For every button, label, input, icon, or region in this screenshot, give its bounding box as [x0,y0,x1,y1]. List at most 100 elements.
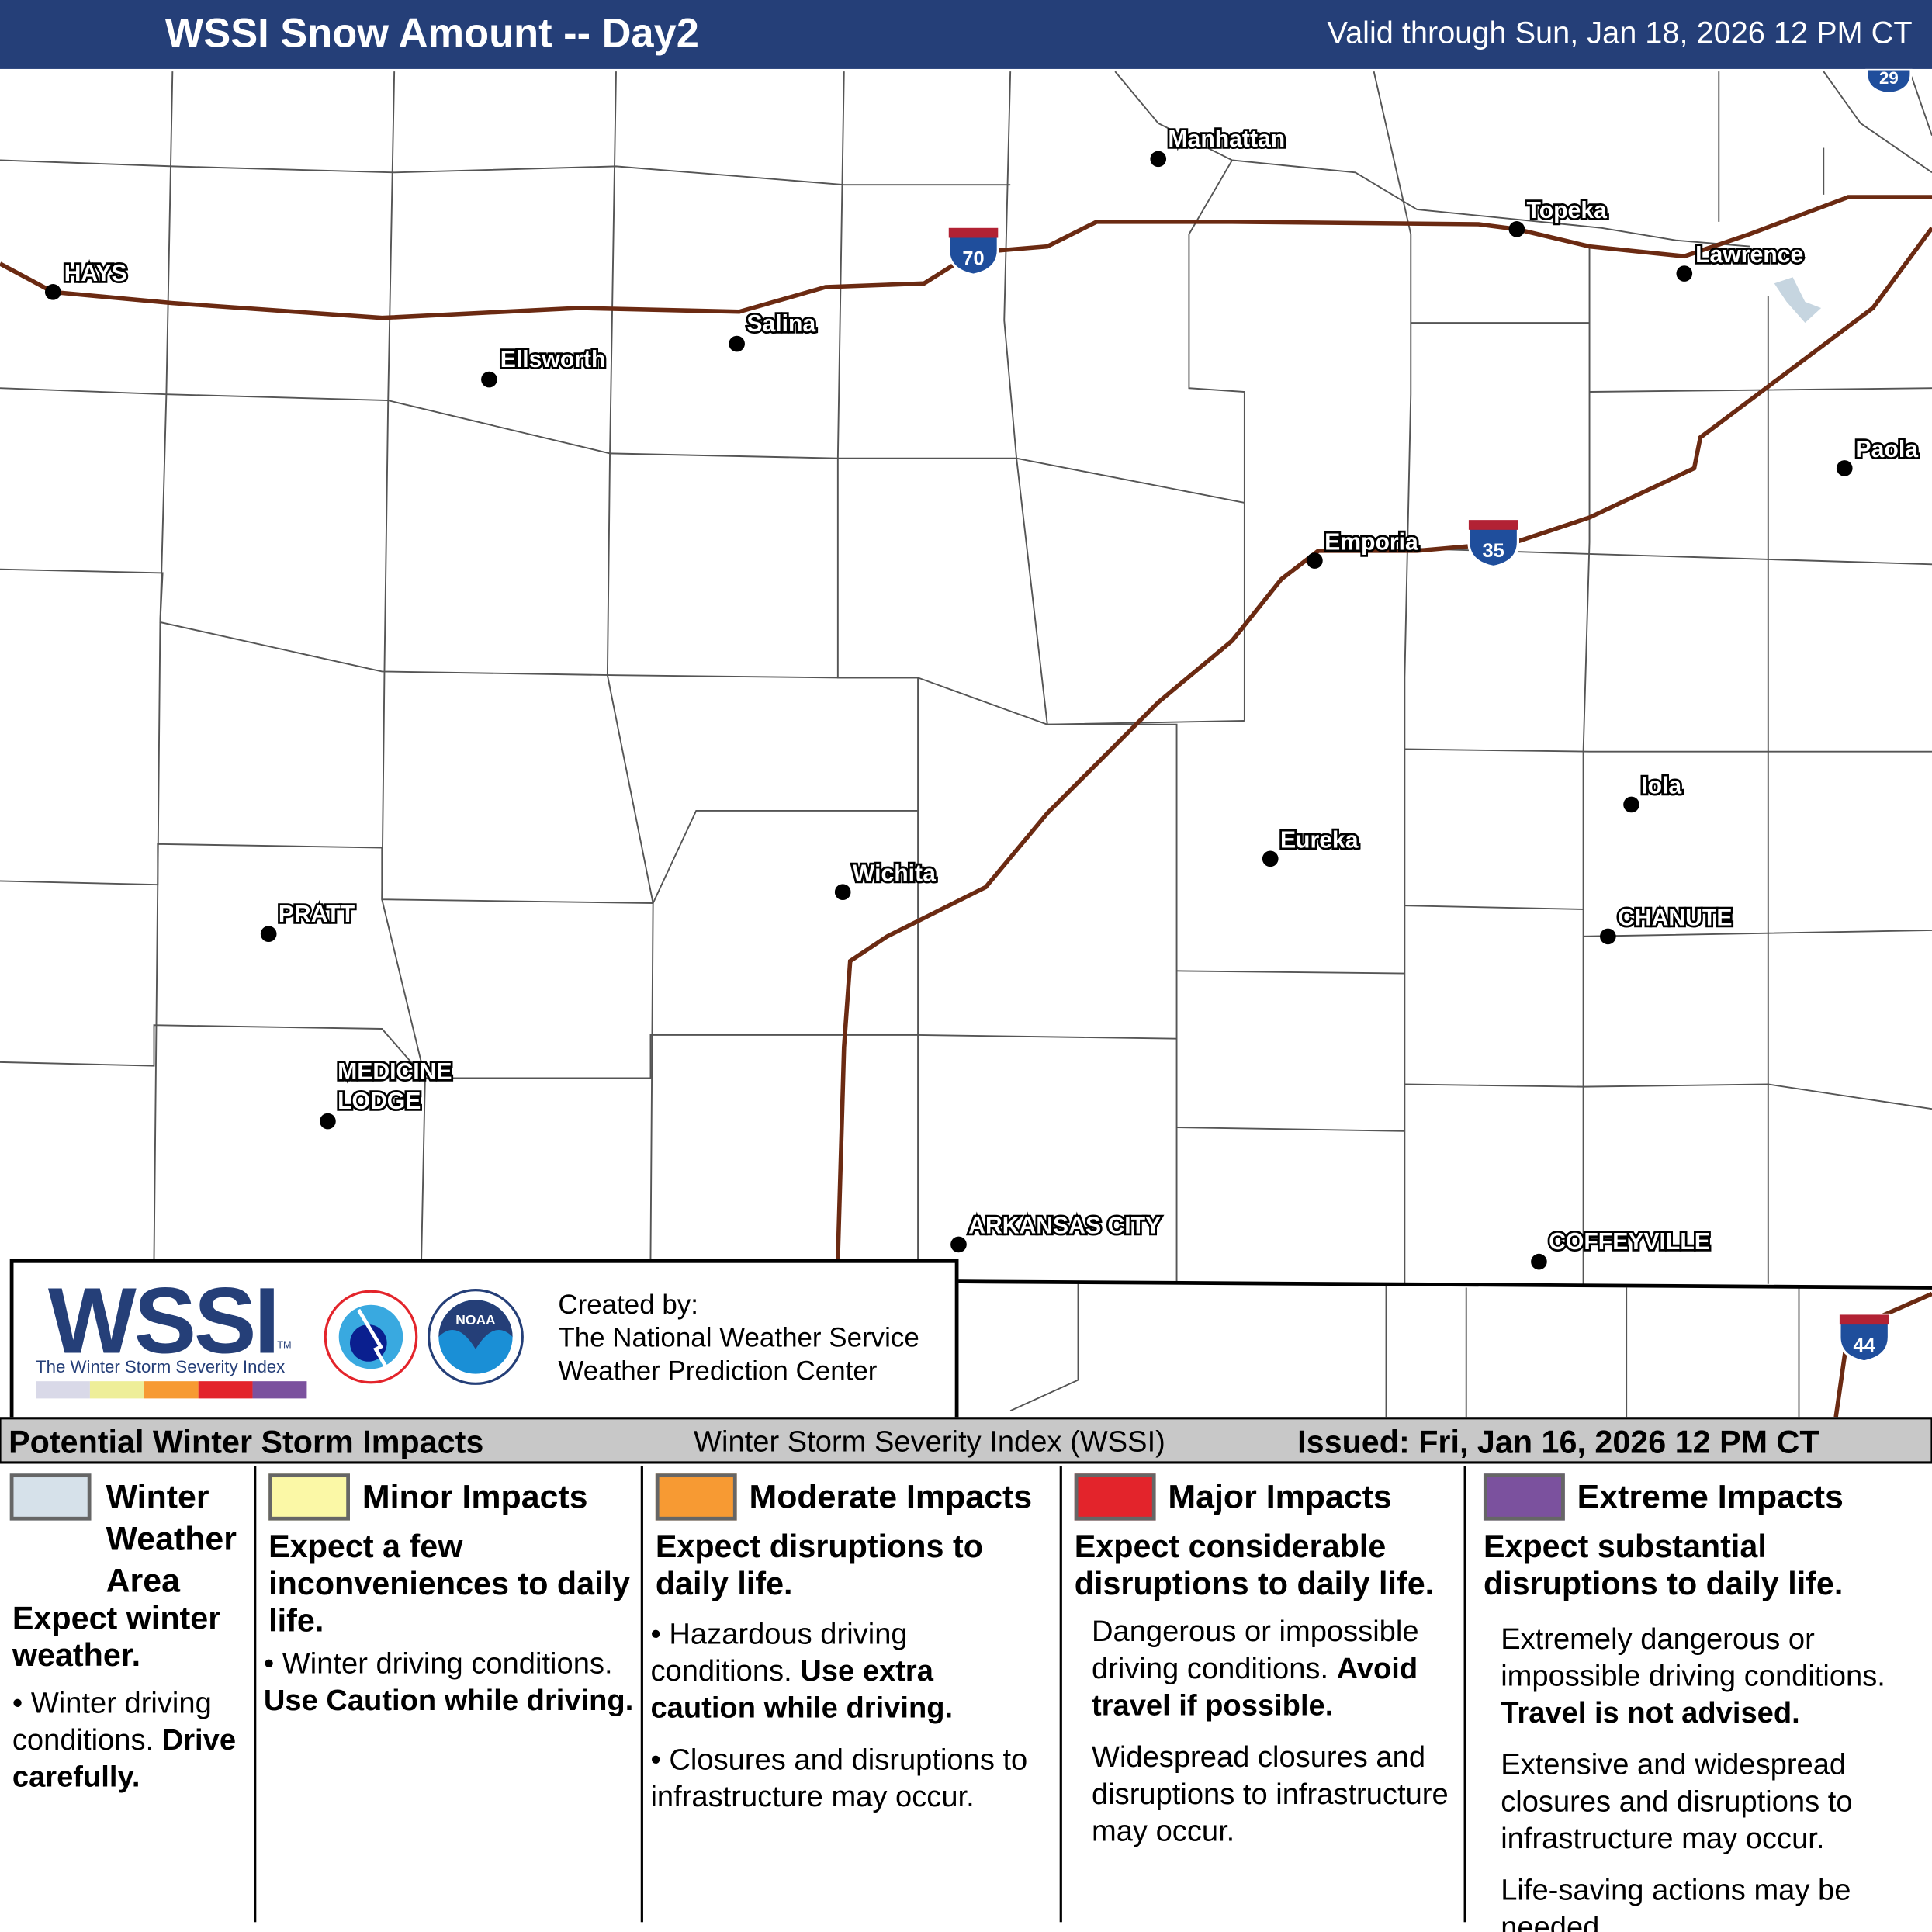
agency-logos: NOAA [324,1289,524,1385]
city-label: LODGE [338,1089,421,1114]
header-bar: WSSI Snow Amount -- Day2 Valid through S… [0,0,1932,69]
legend-bold: Drive carefully. [12,1723,237,1795]
city-label: Eureka [1280,828,1359,853]
noaa-logo-icon: NOAA [428,1289,524,1385]
interstate-35 [836,227,1932,1260]
legend-body: Hazardous driving conditions. [650,1618,908,1688]
shields: 70 35 29 44 [947,68,1913,1363]
city-marker [44,284,61,300]
shield-70-icon: 70 [947,227,999,276]
valid-time: Valid through Sun, Jan 18, 2026 12 PM CT [1327,16,1913,51]
city-marker [320,1113,336,1130]
city-marker [1600,928,1616,945]
city-label: Salina [746,311,815,337]
legend-category-name: Minor Impacts [362,1478,588,1516]
legend-swatch [1074,1473,1156,1521]
cities: HAYS Ellsworth Salina Manhattan Topeka Lawren… [44,124,1920,1270]
legend-lead: Expect substantial disruptions to daily … [1483,1528,1844,1602]
legend-extra2: Life-saving actions may be needed. [1501,1874,1851,1932]
city-marker [1836,460,1853,476]
city-label: Wichita [853,860,936,886]
legend-swatch [9,1473,92,1521]
city-marker [1531,1253,1547,1270]
legend-lead: Expect considerable disruptions to daily… [1074,1528,1435,1602]
legend-body: Winter driving conditions. [12,1686,212,1757]
legend-swatch [268,1473,350,1521]
svg-text:44: 44 [1854,1335,1875,1356]
legend-header: Potential Winter Storm Impacts Winter St… [0,1417,1932,1464]
city-label: Manhattan [1168,126,1285,152]
map-title: WSSI Snow Amount -- Day2 [164,9,699,56]
city-label: ARKANSAS CITY [968,1214,1161,1239]
lake [1774,277,1822,324]
svg-text:29: 29 [1879,69,1899,88]
legend-lead: Expect disruptions to daily life. [655,1528,983,1602]
legend-body: Dangerous or impossible driving conditio… [1091,1615,1419,1686]
interstate-70 [0,195,1932,320]
city-marker [1150,151,1167,168]
city-marker [1623,796,1639,813]
city-marker [1307,552,1323,569]
city-marker [834,884,851,901]
legend-body: Extremely dangerous or impossible drivin… [1501,1622,1885,1693]
color-swatch [252,1381,307,1399]
creator-wpc: Weather Prediction Center [558,1355,878,1387]
wssi-subtitle: The Winter Storm Severity Index [36,1356,286,1376]
city-label: Iola [1641,774,1681,799]
city-marker [950,1236,967,1253]
logo-box: WSSI TM The Winter Storm Severity Index … [9,1259,959,1422]
legend-bold: Use extra caution while driving. [650,1654,954,1726]
nws-logo-icon [324,1290,418,1384]
county-lines [0,71,1932,1418]
city-marker [1676,265,1693,282]
color-swatch [36,1381,90,1399]
legend-winter-weather-area: Winter Weather Area Expect winter weathe… [0,1466,257,1923]
creator-nws: The National Weather Service [558,1321,919,1353]
city-label: CHANUTE [1618,905,1732,931]
color-swatch [144,1381,199,1399]
legend-swatch [655,1473,737,1521]
svg-text:NOAA: NOAA [455,1312,496,1328]
created-by-label: Created by: [558,1289,698,1320]
legend-bold: Avoid travel if possible. [1091,1652,1418,1723]
legend-extra: Closures and disruptions to infrastructu… [650,1743,1028,1814]
city-marker [1508,221,1525,237]
city-marker [481,371,497,388]
legend-lead: Expect a few inconveniences to daily lif… [268,1528,630,1639]
legend-extra: Widespread closures and disruptions to i… [1091,1740,1449,1849]
severity-color-bar [36,1381,307,1399]
legend-extreme: Extreme Impacts Expect substantial disru… [1466,1466,1932,1932]
legend-category-name: Moderate Impacts [749,1478,1033,1516]
city-label: Ellsworth [500,347,606,372]
city-marker [729,335,745,352]
state-boundary [948,1279,1932,1290]
map-canvas[interactable]: 70 35 29 44 HAYS Ellsworth Salina Manhattan… [0,68,1932,1418]
city-label: MEDICINE [338,1059,452,1085]
shield-35-icon: 35 [1467,518,1520,569]
city-marker [1262,850,1279,867]
legend-category-name: Extreme Impacts [1577,1478,1844,1516]
legend-swatch [1483,1473,1565,1521]
color-swatch [89,1381,144,1399]
legend-bold: Travel is not advised. [1501,1696,1800,1730]
city-label: Emporia [1324,529,1418,555]
legend-major: Major Impacts Expect considerable disrup… [1062,1466,1466,1923]
svg-text:70: 70 [962,248,984,269]
issued-time: Issued: Fri, Jan 16, 2026 12 PM CT [1297,1423,1819,1460]
city-label: COFFEYVILLE [1549,1229,1710,1255]
legend-minor: Minor Impacts Expect a few inconvenience… [256,1466,643,1923]
city-label: PRATT [279,902,355,927]
legend-extra: Extensive and widespread closures and di… [1501,1748,1853,1856]
trademark: TM [277,1339,292,1351]
shield-44-icon: 44 [1838,1313,1891,1363]
city-label: Topeka [1527,198,1608,223]
wssi-logo: WSSI [47,1269,280,1374]
legend-center-title: Winter Storm Severity Index (WSSI) [694,1425,1165,1459]
svg-text:35: 35 [1483,540,1504,562]
created-by: Created by: The National Weather Service… [558,1287,919,1387]
legend-category-name: Major Impacts [1168,1478,1392,1516]
city-label: Paola [1856,437,1919,462]
legend-title: Potential Winter Storm Impacts [9,1423,484,1460]
color-swatch [198,1381,253,1399]
